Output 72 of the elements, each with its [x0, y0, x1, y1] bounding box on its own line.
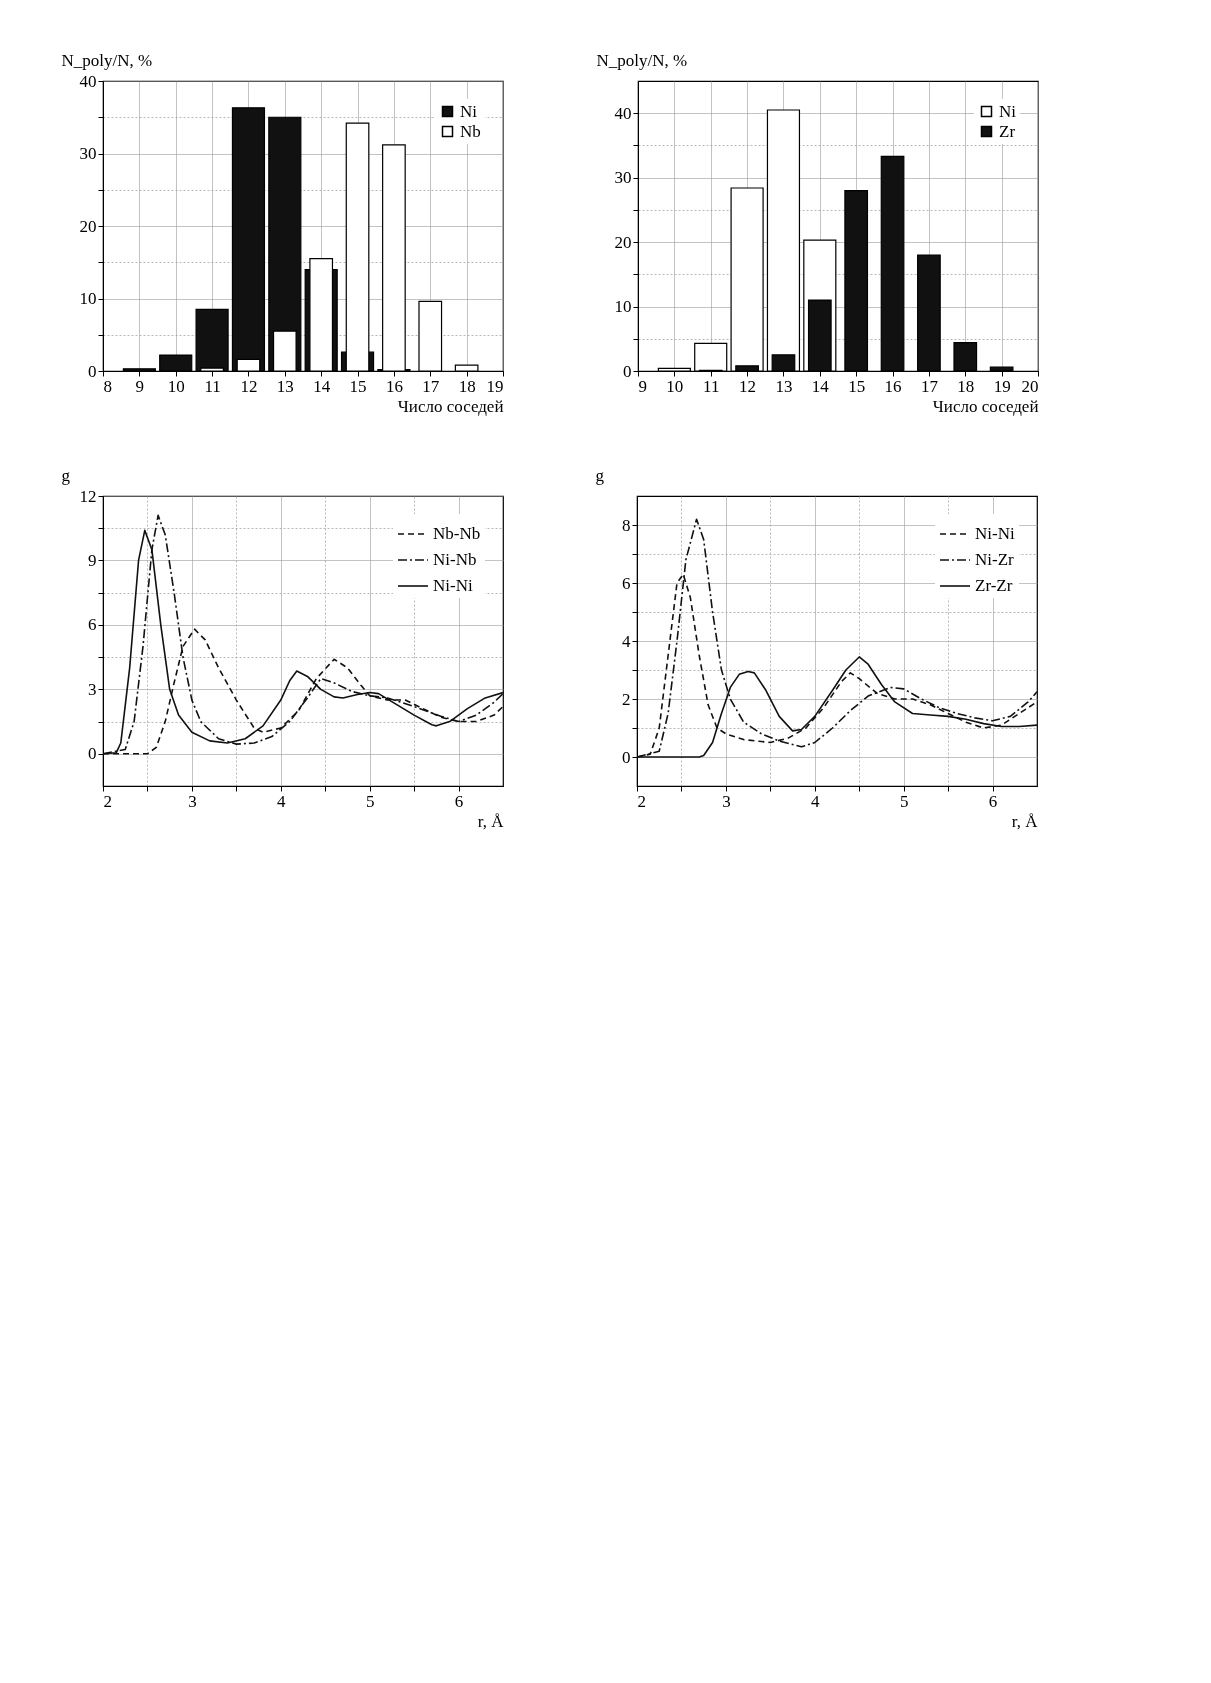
- x-tick-label: 12: [240, 376, 258, 396]
- x-tick-label: 15: [848, 376, 866, 396]
- legend-label: Zr: [999, 121, 1016, 141]
- x-tick-label: 15: [349, 376, 367, 396]
- legend-label: Ni: [999, 101, 1017, 121]
- y-tick-label: 4: [622, 631, 631, 651]
- x-axis-title: r, Å: [1011, 811, 1039, 831]
- x-tick-label: 14: [313, 376, 331, 396]
- y-tick-label: 6: [622, 573, 631, 593]
- y-tick-label: 20: [79, 216, 97, 236]
- x-tick-label: 2: [103, 791, 112, 811]
- x-tick-label: 6: [988, 791, 998, 811]
- x-tick-label: 6: [454, 791, 464, 811]
- x-axis-title: Число соседей: [397, 396, 504, 416]
- x-tick-label: 5: [899, 791, 909, 811]
- x-tick-label: 18: [458, 376, 476, 396]
- x-tick-label: 13: [276, 376, 294, 396]
- x-tick-label: 19: [486, 376, 504, 396]
- y-tick-label: 20: [614, 232, 632, 252]
- x-tick-label: 11: [204, 376, 221, 396]
- x-tick-label: 2: [637, 791, 646, 811]
- y-tick-label: 40: [79, 71, 97, 91]
- y-tick-label: 0: [88, 361, 97, 381]
- legend-label: Ni-Zr: [975, 550, 1015, 569]
- y-tick-label: 0: [622, 747, 631, 767]
- x-tick-label: 8: [103, 376, 112, 396]
- y-tick-label: 9: [88, 550, 97, 570]
- x-tick-label: 10: [666, 376, 684, 396]
- y-axis-title: N_poly/N, %: [61, 50, 153, 70]
- x-tick-label: 20: [1021, 376, 1039, 396]
- x-tick-label: 14: [811, 376, 830, 396]
- x-tick-label: 11: [703, 376, 720, 396]
- y-tick-label: 2: [622, 689, 631, 709]
- y-tick-label: 10: [614, 297, 632, 317]
- x-tick-label: 5: [365, 791, 375, 811]
- y-tick-label: 0: [623, 361, 632, 381]
- x-tick-label: 12: [739, 376, 757, 396]
- x-tick-label: 10: [167, 376, 185, 396]
- x-tick-label: 17: [422, 376, 440, 396]
- y-tick-label: 40: [614, 103, 632, 123]
- legend-label: Ni: [460, 101, 478, 121]
- legend-label: Nb-Nb: [433, 524, 481, 543]
- y-axis-title: g: [595, 465, 605, 485]
- y-tick-label: 6: [88, 615, 97, 635]
- x-tick-label: 9: [638, 376, 647, 396]
- y-axis-title: N_poly/N, %: [596, 50, 688, 70]
- y-tick-label: 3: [88, 679, 97, 699]
- x-tick-label: 3: [722, 791, 731, 811]
- x-tick-label: 3: [188, 791, 197, 811]
- x-tick-label: 17: [920, 376, 939, 396]
- y-tick-label: 0: [88, 744, 97, 764]
- y-tick-label: 8: [622, 515, 631, 535]
- x-tick-label: 13: [775, 376, 793, 396]
- y-tick-label: 30: [79, 144, 97, 163]
- y-tick-label: 30: [614, 168, 632, 188]
- x-tick-label: 16: [884, 376, 902, 396]
- x-tick-label: 16: [385, 376, 403, 396]
- legend-label: Ni-Nb: [433, 550, 477, 569]
- legend-label: Ni-Ni: [975, 524, 1015, 543]
- x-axis-title: Число соседей: [932, 396, 1039, 416]
- x-tick-label: 9: [135, 376, 145, 396]
- x-tick-label: 4: [277, 791, 287, 811]
- x-tick-label: 19: [993, 376, 1011, 396]
- x-tick-label: 18: [957, 376, 975, 396]
- y-axis-title: g: [61, 465, 71, 485]
- legend-label: Nb: [460, 121, 481, 141]
- legend-label: Ni-Ni: [433, 576, 473, 595]
- x-tick-label: 4: [811, 791, 821, 811]
- legend-label: Zr-Zr: [975, 576, 1013, 595]
- y-tick-label: 10: [79, 289, 97, 308]
- y-tick-label: 12: [79, 486, 97, 506]
- x-axis-title: r, Å: [477, 811, 505, 831]
